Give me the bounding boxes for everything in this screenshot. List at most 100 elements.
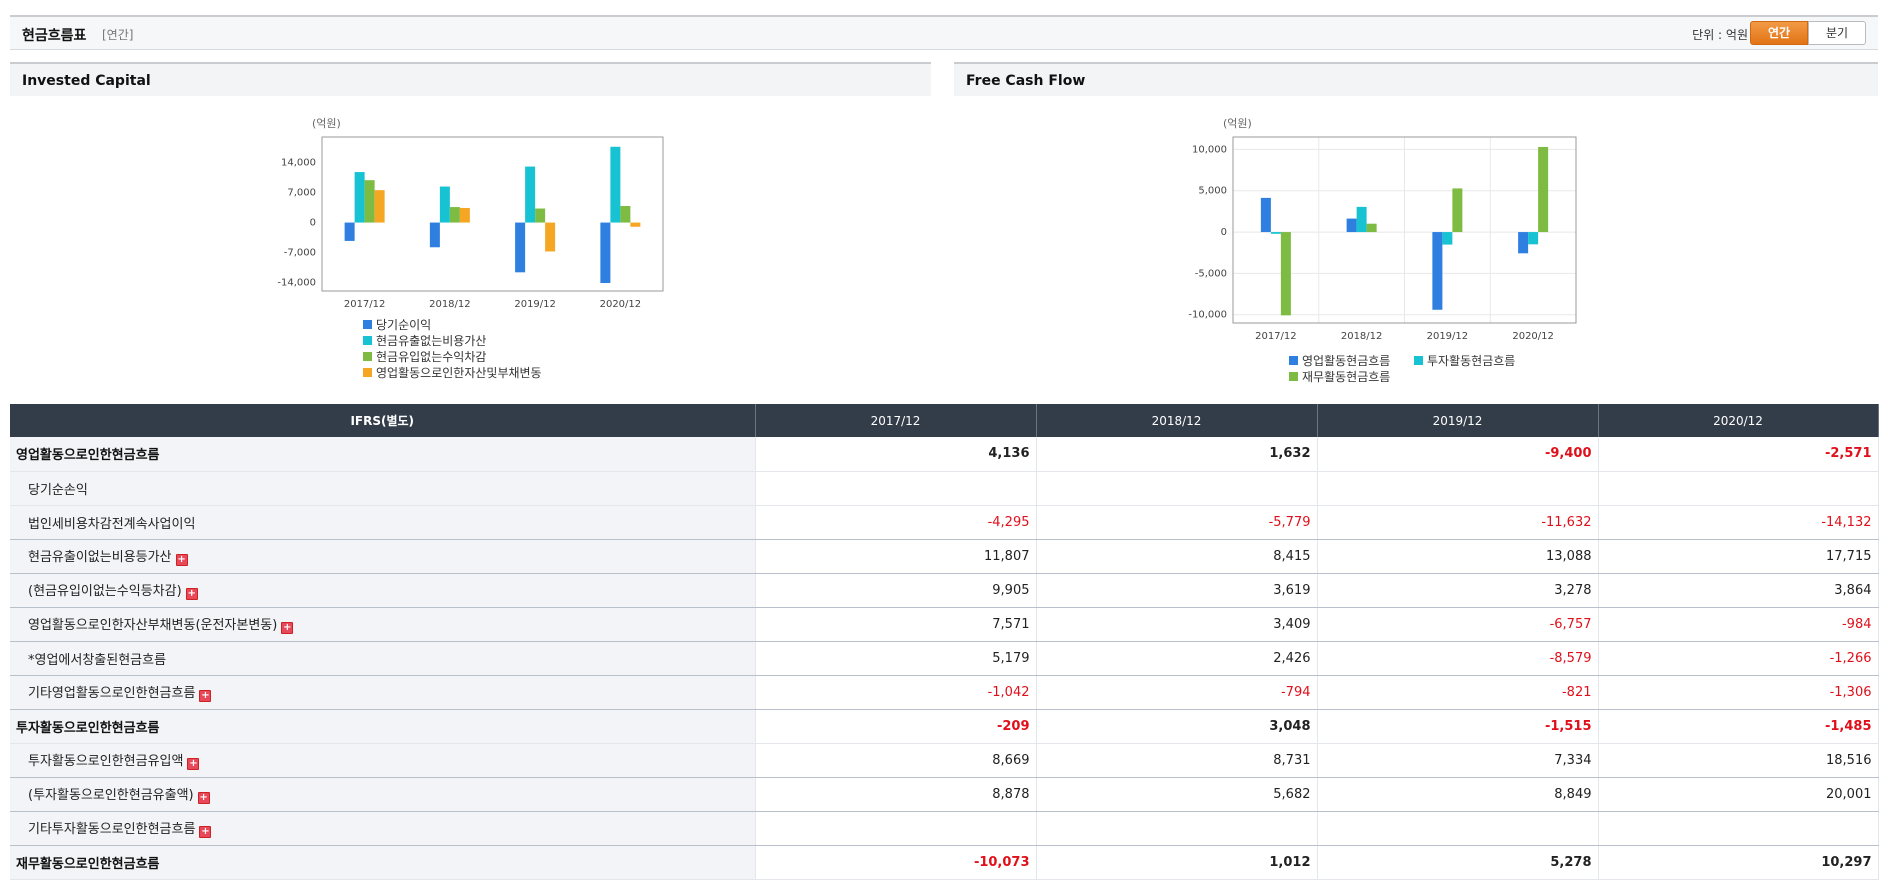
bar-1 — [515, 222, 526, 273]
value-cell: 1,012 — [1036, 845, 1318, 880]
period-subtitle: [연간] — [102, 28, 134, 42]
x-tick-label: 2020/12 — [600, 299, 642, 310]
y-tick-label: -10,000 — [1188, 310, 1227, 321]
row-label-cell: (투자활동으로인한현금유출액) + — [10, 777, 756, 812]
column-header: 2019/12 — [1317, 404, 1599, 437]
value-cell — [1598, 811, 1879, 846]
row-label: 재무활동으로인한현금흐름 — [16, 856, 160, 872]
table-row: 기타영업활동으로인한현금흐름 + -1,042 -794 -821 -1,306 — [10, 675, 1879, 710]
row-label: 당기순손익 — [28, 482, 88, 498]
row-label: 기타투자활동으로인한현금흐름 — [28, 822, 196, 837]
y-tick-label: -5,000 — [1195, 268, 1227, 279]
value-cell: 3,409 — [1036, 607, 1318, 642]
legend-label: 당기순이익 — [376, 318, 431, 332]
y-tick-label: 14,000 — [281, 158, 316, 169]
value-cell: -4,295 — [755, 505, 1037, 540]
bar-3 — [449, 207, 460, 223]
value-cell: 3,864 — [1598, 573, 1879, 608]
column-header: 2020/12 — [1598, 404, 1879, 437]
row-label-cell: 현금유출이없는비용등가산 + — [10, 539, 756, 574]
bar-2 — [1356, 206, 1367, 233]
x-tick-label: 2018/12 — [1341, 331, 1383, 342]
legend-label: 현금유출없는비용가산 — [376, 334, 486, 348]
value-cell: -6,757 — [1317, 607, 1599, 642]
page-title: 현금흐름표 — [22, 28, 87, 44]
table-row: 재무활동으로인한현금흐름 -10,073 1,012 5,278 10,297 — [10, 845, 1879, 880]
quarter-toggle-button[interactable]: 분기 — [1808, 21, 1866, 45]
legend-swatch — [1289, 372, 1298, 381]
x-tick-label: 2019/12 — [1427, 331, 1469, 342]
bar-3 — [364, 180, 375, 223]
table-row: 법인세비용차감전계속사업이익 -4,295 -5,779 -11,632 -14,132 — [10, 505, 1879, 540]
value-cell: -1,042 — [755, 675, 1037, 710]
bar-2 — [1442, 232, 1453, 245]
expand-plus-icon[interactable]: + — [281, 622, 294, 634]
cash-flow-table: IFRS(별도) 2017/12 2018/12 2019/12 2020/12… — [10, 404, 1879, 880]
bar-2 — [525, 166, 536, 223]
value-cell: 5,278 — [1317, 845, 1599, 880]
value-cell: -5,779 — [1036, 505, 1318, 540]
row-label: (현금유입이없는수익등차감) — [28, 584, 182, 599]
bar-2 — [610, 146, 621, 223]
table-row: 영업활동으로인한자산부채변동(운전자본변동) +7,571 3,409 -6,757-… — [10, 607, 1879, 642]
expand-plus-icon[interactable]: + — [199, 690, 212, 702]
section-header: 현금흐름표 [연간] 단위 : 억원 연간 분기 — [10, 15, 1878, 50]
value-cell: 3,278 — [1317, 573, 1599, 608]
value-cell — [1036, 471, 1318, 506]
value-cell: 1,632 — [1036, 437, 1318, 472]
expand-plus-icon[interactable]: + — [175, 554, 188, 566]
annual-toggle-button[interactable]: 연간 — [1750, 21, 1808, 45]
bar-1 — [1432, 232, 1443, 310]
bar-3 — [1280, 232, 1291, 316]
value-cell: -209 — [755, 709, 1037, 744]
value-cell — [1317, 811, 1599, 846]
bar-1 — [1260, 197, 1271, 233]
bar-3 — [535, 208, 546, 223]
bar-4 — [545, 222, 556, 252]
value-cell: 3,619 — [1036, 573, 1318, 608]
value-cell: 13,088 — [1317, 539, 1599, 574]
expand-plus-icon[interactable]: + — [199, 826, 212, 838]
x-tick-label: 2020/12 — [1512, 331, 1554, 342]
row-label-cell: 투자활동으로인한현금유입액 + — [10, 743, 756, 778]
value-cell: -11,632 — [1317, 505, 1599, 540]
table-row: 투자활동으로인한현금흐름 -209 3,048 -1,515 -1,485 — [10, 709, 1879, 744]
row-label-cell: 영업활동으로인한현금흐름 — [10, 437, 756, 472]
value-cell: 7,334 — [1317, 743, 1599, 778]
value-cell: 8,849 — [1317, 777, 1599, 812]
value-cell: -821 — [1317, 675, 1599, 710]
row-label: 법인세비용차감전계속사업이익 — [28, 516, 196, 532]
table-row: (현금유입이없는수익등차감) +9,905 3,619 3,278 3,864 — [10, 573, 1879, 608]
bar-4 — [374, 190, 385, 223]
y-tick-label: 10,000 — [1192, 144, 1227, 155]
row-label-cell: *영업에서창출된현금흐름 — [10, 641, 756, 676]
expand-plus-icon[interactable]: + — [197, 792, 210, 804]
bar-1 — [600, 222, 611, 284]
plot-frame — [321, 136, 664, 292]
bar-1 — [1518, 232, 1529, 254]
legend-swatch — [1414, 356, 1423, 365]
row-label: (투자활동으로인한현금유출액) — [28, 788, 194, 803]
legend-swatch — [363, 352, 372, 361]
row-label-cell: 기타투자활동으로인한현금흐름 + — [10, 811, 756, 846]
row-label: 현금유출이없는비용등가산 — [28, 550, 172, 565]
bar-2 — [354, 172, 365, 223]
value-cell: 2,426 — [1036, 641, 1318, 676]
legend-label: 현금유입없는수익차감 — [376, 350, 486, 364]
value-cell — [755, 471, 1037, 506]
expand-plus-icon[interactable]: + — [185, 588, 198, 600]
value-cell: 18,516 — [1598, 743, 1879, 778]
value-cell: -14,132 — [1598, 505, 1879, 540]
bar-3 — [620, 206, 631, 223]
value-cell — [1317, 471, 1599, 506]
value-cell: 20,001 — [1598, 777, 1879, 812]
row-label: 투자활동으로인한현금흐름 — [16, 720, 160, 736]
bar-3 — [1452, 188, 1463, 233]
value-cell: -1,306 — [1598, 675, 1879, 710]
value-cell: 5,179 — [755, 641, 1037, 676]
bar-2 — [1528, 232, 1539, 245]
expand-plus-icon[interactable]: + — [187, 758, 200, 770]
invested-capital-panel: Invested Capital (억원) 14,000 7,000 0 -7,000 -… — [10, 62, 931, 402]
y-tick-label: -7,000 — [284, 248, 316, 259]
chart-unit-label: (억원) — [1223, 117, 1252, 130]
